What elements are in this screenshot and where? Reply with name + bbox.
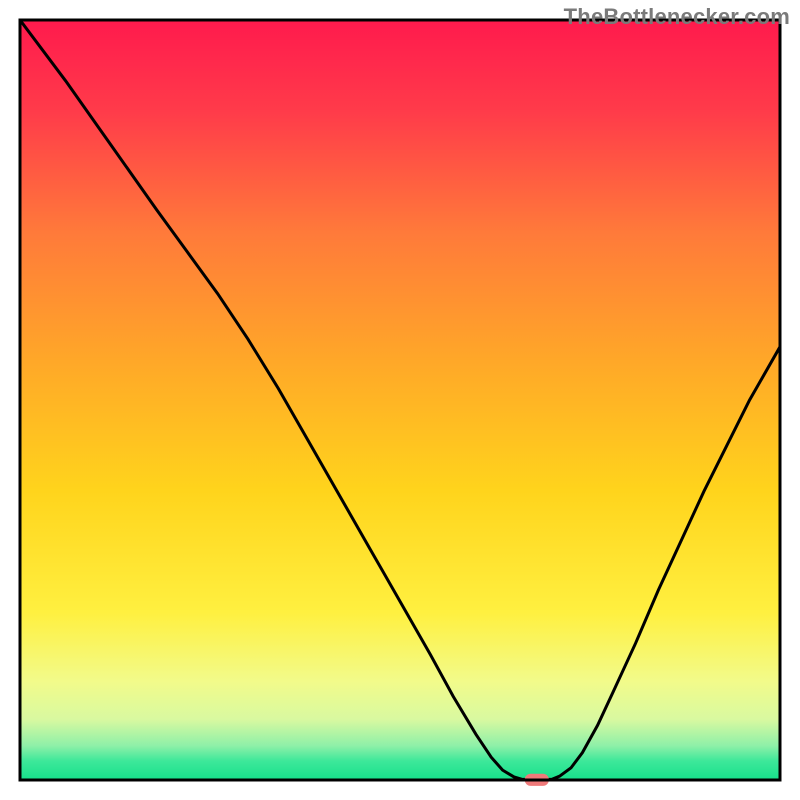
- gradient-background: [20, 20, 780, 780]
- watermark-text: TheBottlenecker.com: [564, 4, 790, 30]
- plot-svg: [0, 0, 800, 800]
- bottleneck-curve-figure: TheBottlenecker.com: [0, 0, 800, 800]
